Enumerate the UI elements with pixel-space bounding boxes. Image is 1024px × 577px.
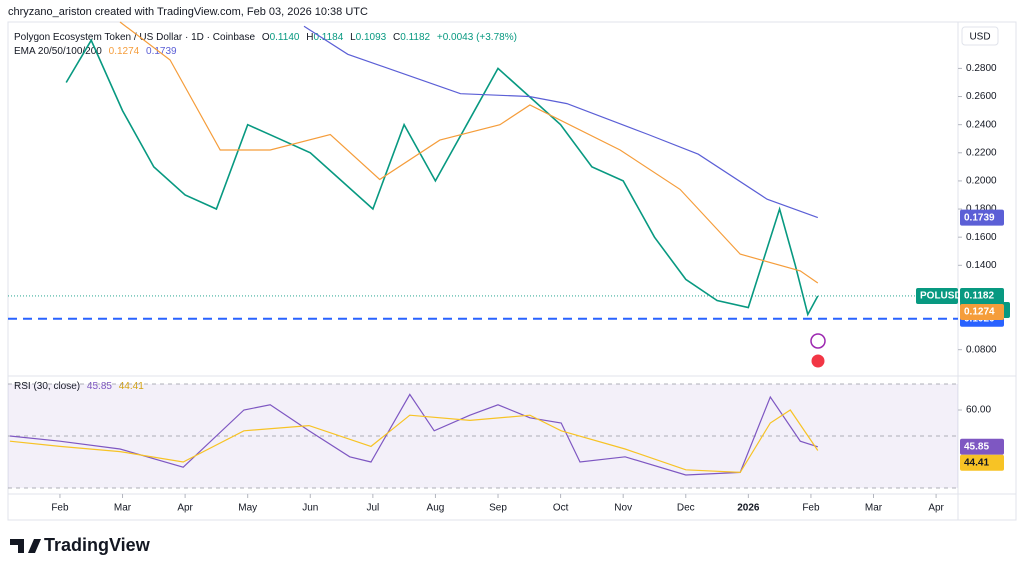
x-tick-label: Mar	[114, 503, 132, 514]
last-value-label-box	[960, 209, 1004, 226]
event-icon[interactable]	[810, 333, 826, 349]
ema-title: EMA 20/50/100/200	[14, 46, 102, 57]
ohlc-name: H	[306, 32, 313, 43]
series-line	[303, 25, 819, 219]
y-tick-label: 0.1800	[966, 204, 997, 215]
last-value-label: 44.41	[964, 457, 989, 468]
ema-value: 0.1274	[109, 46, 140, 57]
y-tick-label: 0.2000	[966, 176, 997, 187]
currency: USD	[969, 32, 990, 43]
x-tick-label: Feb	[51, 503, 69, 514]
last-value-label: 0.1274	[964, 307, 995, 318]
logo-mark	[10, 539, 41, 553]
last-value-label: 45.85	[964, 441, 989, 452]
series-line	[9, 393, 818, 476]
x-tick-label: Sep	[489, 503, 507, 514]
x-tick-label: Aug	[427, 503, 445, 514]
ohlc-name: L	[350, 32, 356, 43]
x-tick-label: Mar	[865, 503, 883, 514]
x-tick-label: Dec	[677, 503, 695, 514]
x-tick-label: Apr	[928, 503, 944, 514]
last-value-label: 0.1182	[964, 291, 994, 302]
x-tick-label: Nov	[614, 503, 632, 514]
ema-value: 0.1739	[146, 46, 177, 57]
x-tick-label: Jul	[366, 503, 379, 514]
rsi-value: 45.85	[87, 381, 112, 392]
y-tick-label: 0.2600	[966, 91, 997, 102]
ema-legend: EMA 20/50/100/200 0.1274 0.1739	[14, 46, 177, 57]
x-tick-label: May	[238, 503, 257, 514]
x-tick-label: Apr	[177, 503, 193, 514]
header: chryzano_ariston created with TradingVie…	[8, 6, 368, 18]
legend: Polygon Ecosystem Token / US Dollar · 1D…	[14, 32, 517, 43]
last-value-label-box	[960, 438, 1004, 455]
brand: TradingView	[44, 535, 151, 555]
ohlc-value: 0.1184	[313, 32, 343, 43]
series-line	[9, 409, 819, 474]
y-tick-label: 0.0800	[966, 344, 997, 355]
rsi-legend: RSI (30, close) 45.85 44.41	[14, 381, 144, 392]
series-line	[119, 21, 819, 284]
x-tick-label: Feb	[802, 503, 820, 514]
ohlc-value: 0.1140	[270, 32, 300, 43]
ticker-box	[916, 287, 958, 304]
series-line	[65, 38, 819, 317]
brand-logo: TradingView	[10, 535, 151, 555]
x-tick-label: Jun	[302, 503, 318, 514]
y-tick-label: 0.1400	[966, 260, 997, 271]
frame	[7, 21, 1017, 521]
x-tick-label: Oct	[553, 503, 569, 514]
ohlc-value: 0.1093	[356, 32, 387, 43]
change: +0.0043 (+3.78%)	[437, 32, 517, 43]
ohlc-value: 0.1182	[400, 32, 430, 43]
last-value-label-box	[960, 454, 1004, 471]
rsi-title: RSI (30, close)	[14, 381, 80, 392]
y-tick-label: 60.00	[966, 405, 991, 416]
last-value-label-box	[960, 303, 1004, 320]
currency-box	[961, 26, 999, 46]
symbol-title: Polygon Ecosystem Token / US Dollar · 1D…	[14, 32, 255, 43]
y-tick-label: 0.1600	[966, 232, 997, 243]
y-tick-label: 0.2200	[966, 147, 997, 158]
rsi-value: 44.41	[119, 381, 144, 392]
y-tick-label: 0.2400	[966, 119, 997, 130]
event-icon[interactable]	[810, 353, 826, 369]
ohlc-name: C	[393, 32, 400, 43]
last-value-label: 0.1739	[964, 212, 995, 223]
ticker: POLUSD	[920, 291, 962, 302]
y-tick-label: 0.2800	[966, 63, 997, 74]
last-value-label-box	[960, 287, 1004, 304]
x-tick-label: 2026	[737, 503, 760, 514]
ohlc-name: O	[262, 32, 270, 43]
